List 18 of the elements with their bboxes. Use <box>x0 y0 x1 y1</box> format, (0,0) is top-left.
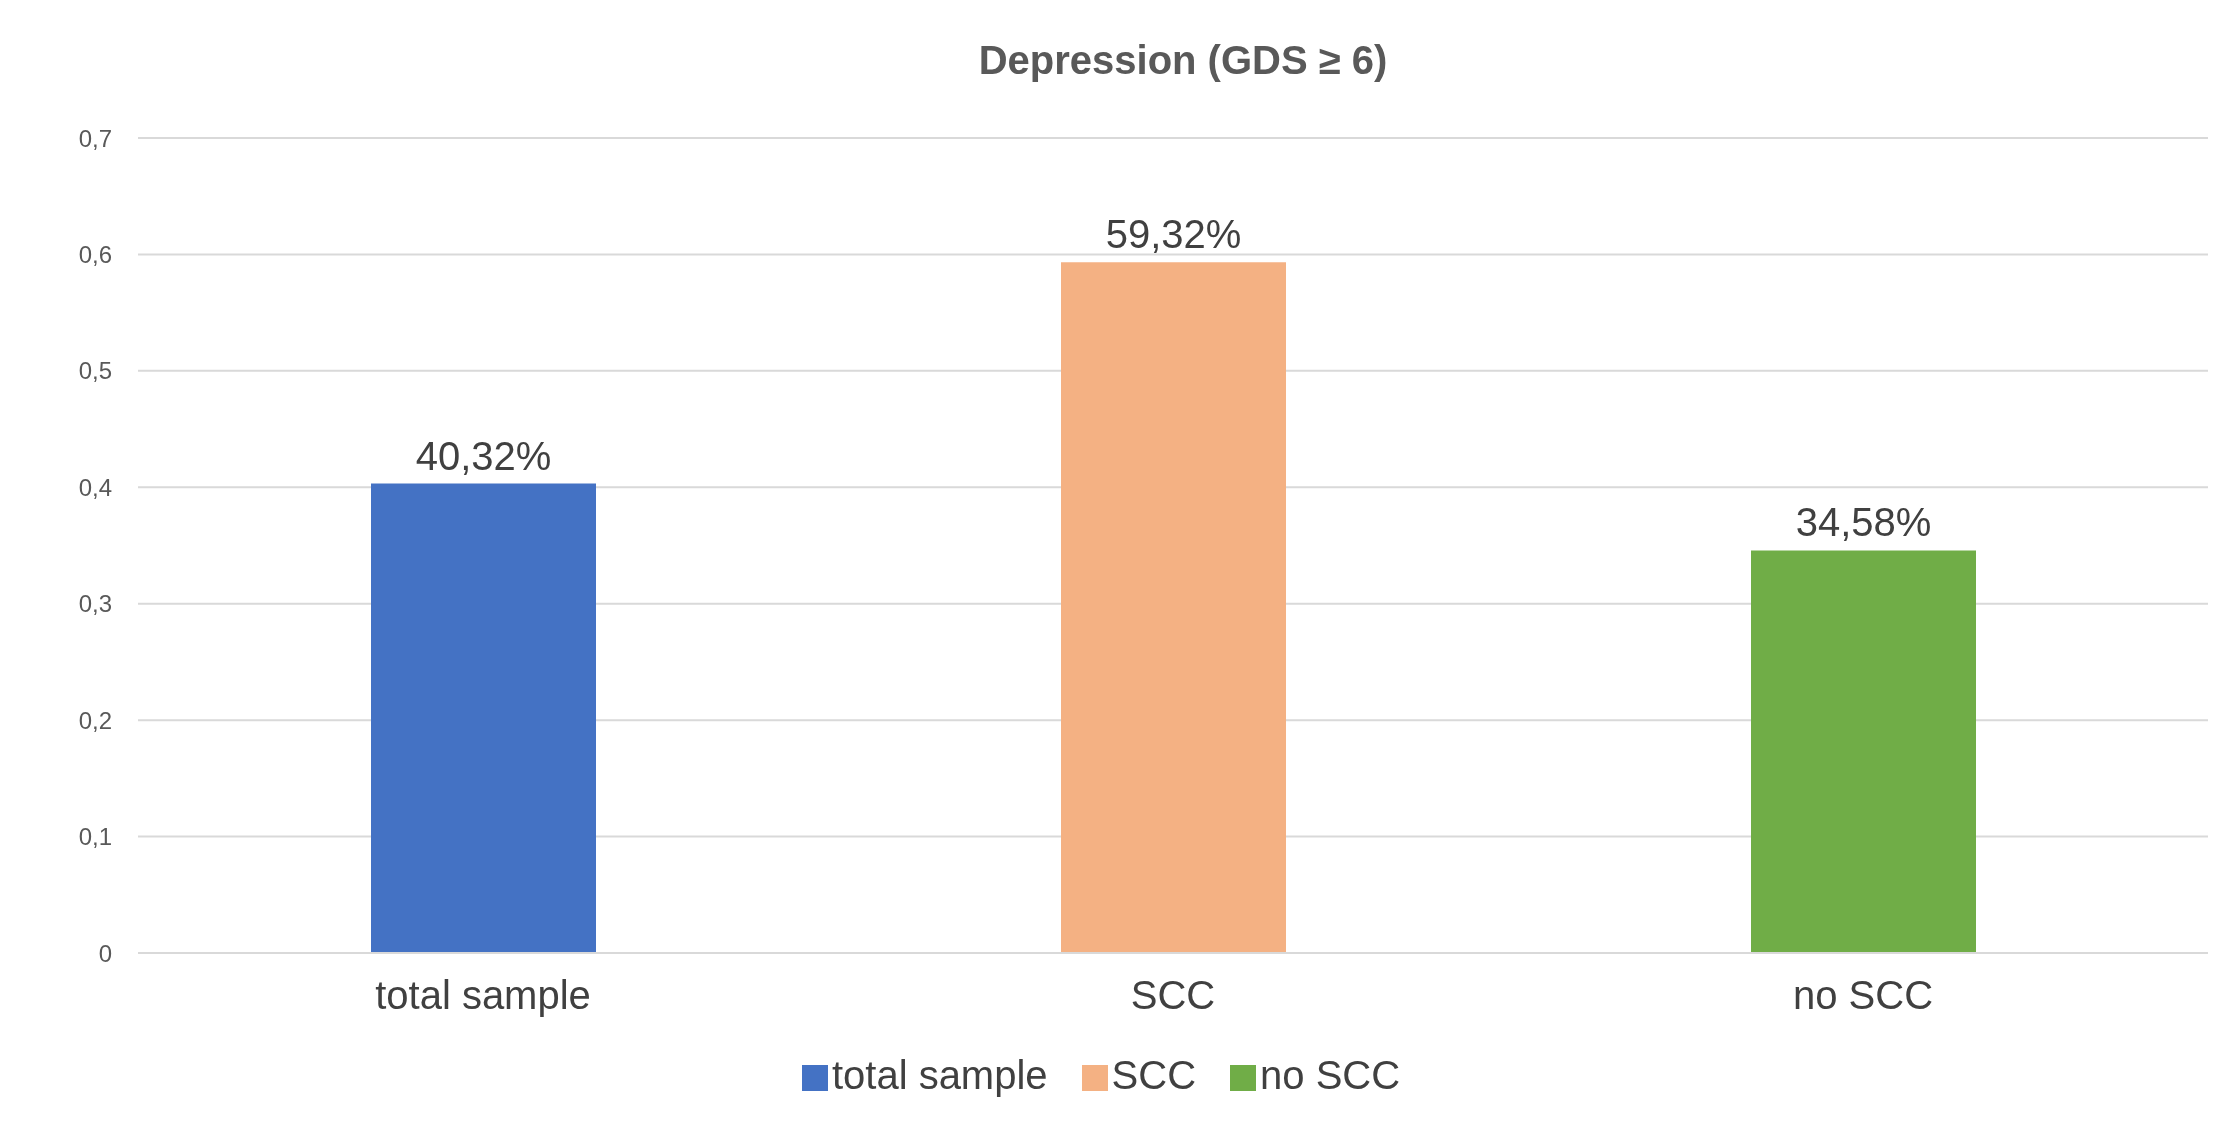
data-label: 59,32% <box>1105 212 1242 257</box>
y-tick-label: 0,1 <box>78 823 112 851</box>
legend-label: SCC <box>1111 1053 1197 1097</box>
data-label: 34,58% <box>1795 500 1932 545</box>
y-tick-label: 0,5 <box>78 357 112 385</box>
data-label: 40,32% <box>415 433 552 478</box>
legend-label: no SCC <box>1260 1053 1401 1097</box>
y-tick-label: 0,6 <box>78 240 112 268</box>
y-tick-label: 0,3 <box>78 590 112 618</box>
legend-label: total sample <box>831 1053 1048 1097</box>
x-tick-label: SCC <box>1130 973 1216 1018</box>
x-tick-label: total sample <box>375 973 591 1018</box>
x-tick-label: no SCC <box>1792 973 1934 1018</box>
y-tick-label: 0,4 <box>78 473 112 501</box>
y-tick-label: 0 <box>98 939 112 967</box>
chart-title: Depression (GDS ≥ 6) <box>977 37 1389 84</box>
y-tick-label: 0,2 <box>78 706 112 734</box>
y-tick-label: 0,7 <box>78 124 112 152</box>
